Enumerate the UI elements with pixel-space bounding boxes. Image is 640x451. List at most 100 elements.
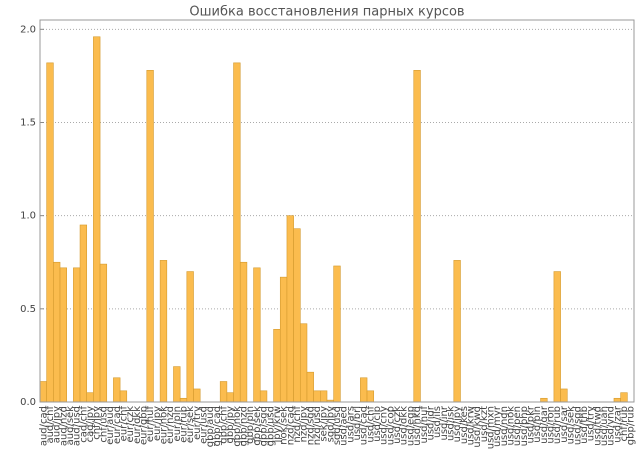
bar xyxy=(86,392,94,403)
bar xyxy=(193,388,201,403)
x-tick-label: usd/php xyxy=(519,406,530,446)
x-tick-label: aud/usd xyxy=(72,406,83,446)
y-tick-label: 1.5 xyxy=(20,117,36,128)
x-tick-label: gbp/aud xyxy=(205,406,216,447)
x-tick-label: gbp/jpy xyxy=(225,406,236,444)
chart-title: Ошибка восстановления парных курсов xyxy=(189,5,464,20)
x-tick-label: usd/kzt xyxy=(479,406,490,442)
x-tick-label: eur/try xyxy=(192,406,203,440)
bar xyxy=(293,228,301,403)
x-tick-label: gbp/cad xyxy=(212,406,223,446)
bar xyxy=(226,392,234,403)
x-tick-label: usd/egp xyxy=(405,406,416,446)
x-tick-label: usd/aed xyxy=(339,406,350,446)
bar xyxy=(239,261,248,403)
bar xyxy=(540,397,548,403)
x-tick-label: gbp/usd xyxy=(265,406,276,446)
x-tick-label: usd/ars xyxy=(345,406,356,443)
bar xyxy=(299,323,308,403)
x-tick-label: nzd/chf xyxy=(292,406,303,443)
bar xyxy=(613,397,621,403)
bar xyxy=(73,267,81,403)
bar xyxy=(320,390,328,403)
bar xyxy=(219,381,228,403)
x-tick-label: usd/hkd xyxy=(412,406,423,446)
x-tick-label: gbp/pln xyxy=(245,406,256,444)
bar xyxy=(286,215,294,403)
bar xyxy=(366,390,375,403)
x-tick-label: usd/czk xyxy=(392,406,403,444)
y-tick-label: 1.0 xyxy=(20,211,36,222)
x-tick-label: usd/dkk xyxy=(399,406,410,445)
bar xyxy=(560,388,568,403)
x-tick-label: nzd/sgd xyxy=(305,406,316,445)
x-tick-label: usd/krw xyxy=(465,406,476,445)
x-tick-label: usd/vnd xyxy=(606,406,617,446)
bar xyxy=(620,392,628,403)
x-tick-label: usd/twd xyxy=(592,406,603,446)
x-tick-label: usd/ngn xyxy=(499,406,510,446)
x-tick-label: usd/brl xyxy=(352,406,363,441)
x-tick-label: eur/aud xyxy=(105,406,116,445)
plot-frame xyxy=(39,19,635,403)
bar xyxy=(313,390,321,403)
x-tick-label: usd/kwd xyxy=(472,406,483,448)
x-tick-label: usd/nok xyxy=(506,406,517,446)
x-tick-label: eur/czk xyxy=(125,406,136,443)
x-tick-label: eur/cad xyxy=(112,406,123,444)
x-tick-label: usd/cop xyxy=(385,406,396,445)
bar xyxy=(553,271,561,403)
x-tick-label: eur/gbp xyxy=(138,406,149,445)
x-tick-label: eur/dkk xyxy=(132,406,143,444)
x-tick-label: usd/clp xyxy=(372,406,383,442)
bar xyxy=(46,62,54,403)
bar xyxy=(233,62,241,403)
y-tick-label: 0.5 xyxy=(20,304,36,315)
x-tick-label: eur/pln xyxy=(172,406,183,441)
x-tick-label: aud/chf xyxy=(45,406,56,444)
x-tick-label: usd/isk xyxy=(445,406,456,441)
x-tick-label: usd/thb xyxy=(579,406,590,444)
bar xyxy=(273,329,281,403)
x-tick-label: usd/pln xyxy=(532,406,543,443)
x-tick-label: usd/sgd xyxy=(572,406,583,445)
x-tick-label: usd/mxn xyxy=(486,406,497,449)
x-tick-label: eur/jpy xyxy=(152,406,163,441)
x-tick-label: usd/pen xyxy=(512,406,523,446)
bar xyxy=(186,271,194,403)
x-tick-label: nzd/jpy xyxy=(299,406,310,442)
x-tick-label: usd/sar xyxy=(559,405,570,443)
x-tick-label: usd/chf xyxy=(365,406,376,443)
bar xyxy=(53,261,61,403)
x-tick-label: aud/cad xyxy=(38,406,49,446)
bar xyxy=(259,390,268,403)
x-tick-label: aud/sek xyxy=(65,406,76,446)
bar xyxy=(146,70,154,403)
x-tick-label: chf/usd xyxy=(98,406,109,443)
bar xyxy=(39,381,47,403)
x-tick-label: usd/myr xyxy=(492,405,503,447)
x-tick-label: aud/jpy xyxy=(52,406,63,443)
bar xyxy=(306,371,314,403)
x-tick-label: usd/inr xyxy=(439,405,450,440)
x-tick-label: usd/zar xyxy=(612,405,623,443)
bar xyxy=(173,366,181,403)
x-tick-label: eur/usd xyxy=(199,406,210,444)
x-tick-label: usd/huf xyxy=(419,406,430,444)
bar xyxy=(360,377,368,403)
x-tick-label: gbp/sek xyxy=(252,406,263,446)
x-tick-label: gbp/rub xyxy=(626,406,637,445)
x-tick-label: eur/huf xyxy=(145,406,156,443)
x-tick-label: usd/jpy xyxy=(452,406,463,442)
x-tick-label: gbp/nzd xyxy=(239,406,250,446)
x-tick-label: gbp/chf xyxy=(219,406,230,444)
bar xyxy=(113,377,121,403)
bar xyxy=(453,260,461,403)
x-tick-label: usd/qar xyxy=(539,405,550,444)
y-tick-label: 2.0 xyxy=(20,24,36,35)
x-tick-label: nok/sek xyxy=(279,406,290,445)
x-tick-label: eur/sek xyxy=(185,406,196,443)
x-tick-label: eur/chf xyxy=(118,406,129,442)
bar xyxy=(179,397,188,403)
